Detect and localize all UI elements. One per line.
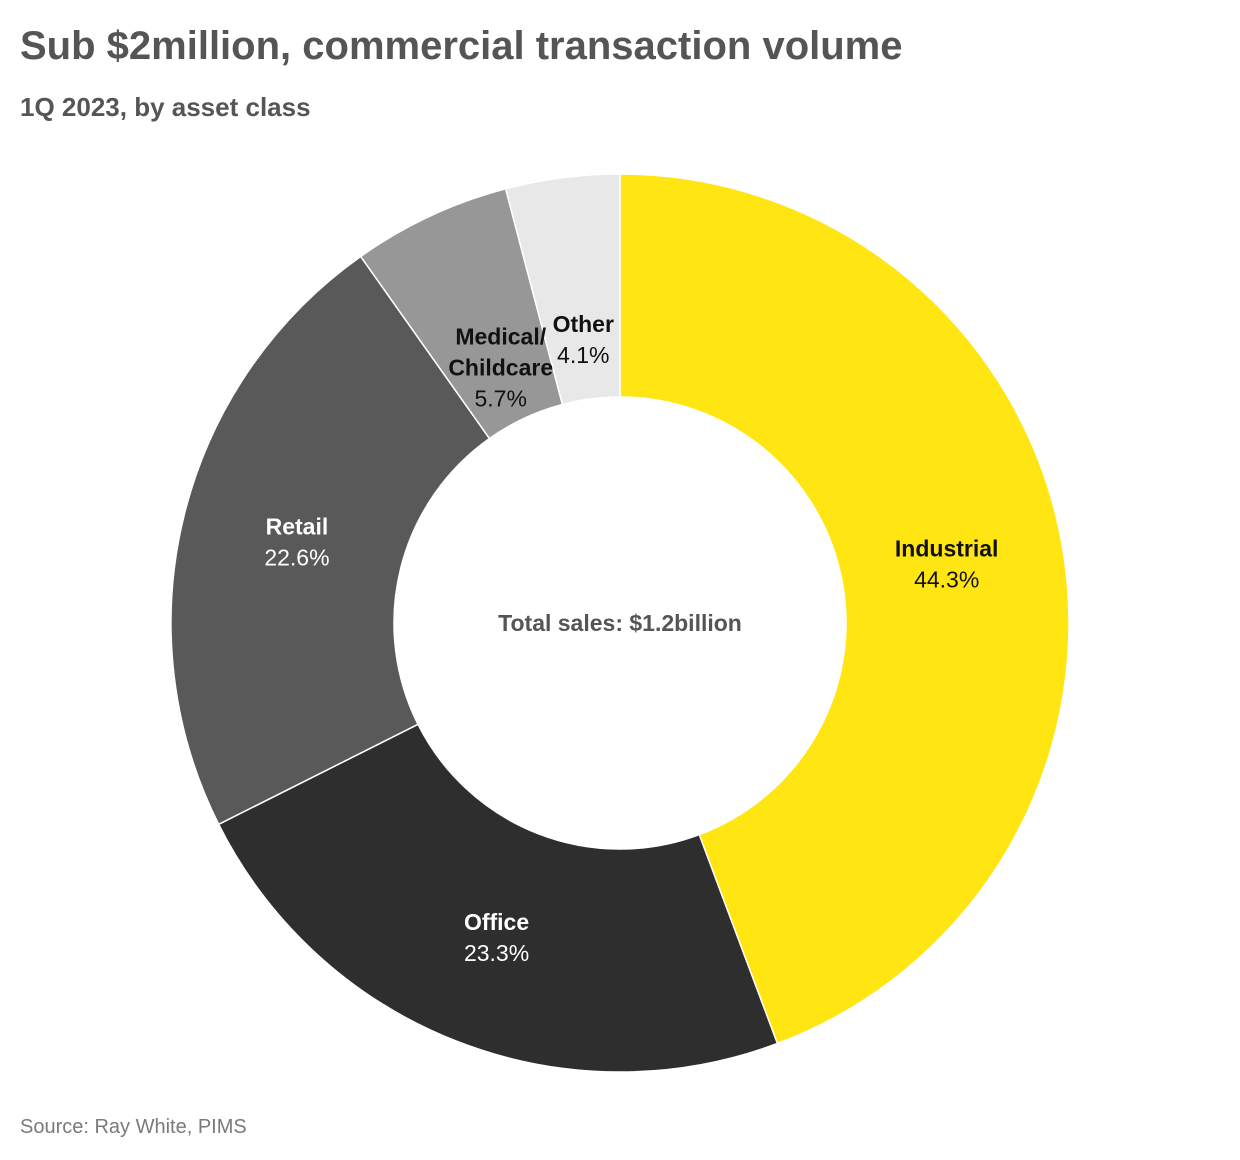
center-label: Total sales: $1.2billion	[498, 610, 742, 636]
slice-office	[217, 723, 779, 1073]
slice-name: Office	[464, 909, 529, 935]
slice-other	[504, 173, 621, 406]
slice-name: Retail	[266, 514, 329, 540]
slice-value: 44.3%	[914, 566, 979, 592]
slice-name: Other	[553, 311, 614, 337]
donut-labels: Industrial 44.3% Office 23.3% Retail 22.6% Med…	[264, 311, 998, 966]
slice-label-other: Other 4.1%	[553, 311, 614, 368]
slice-name: Childcare	[448, 354, 553, 380]
slice-value: 5.7%	[475, 385, 527, 411]
slice-label-industrial: Industrial 44.3%	[895, 535, 999, 592]
slice-value: 23.3%	[464, 940, 529, 966]
chart-title: Sub $2million, commercial transaction vo…	[20, 24, 903, 68]
slice-value: 22.6%	[264, 545, 329, 571]
slice-retail	[170, 255, 491, 826]
slice-label-retail: Retail 22.6%	[264, 514, 329, 571]
slice-name: Industrial	[895, 535, 999, 561]
source-note: Source: Ray White, PIMS	[20, 1116, 247, 1138]
donut-chart: Industrial 44.3% Office 23.3% Retail 22.6% Med…	[170, 173, 1070, 1073]
slice-label-office: Office 23.3%	[464, 909, 529, 966]
slice-value: 4.1%	[557, 342, 609, 368]
slice-label-medical-childcare: Medical/Childcare 5.7%	[448, 323, 553, 411]
slice-name: Medical/	[455, 323, 546, 349]
chart-subtitle: 1Q 2023, by asset class	[20, 92, 311, 122]
slice-industrial	[619, 173, 1070, 1045]
donut-slices	[170, 173, 1070, 1073]
